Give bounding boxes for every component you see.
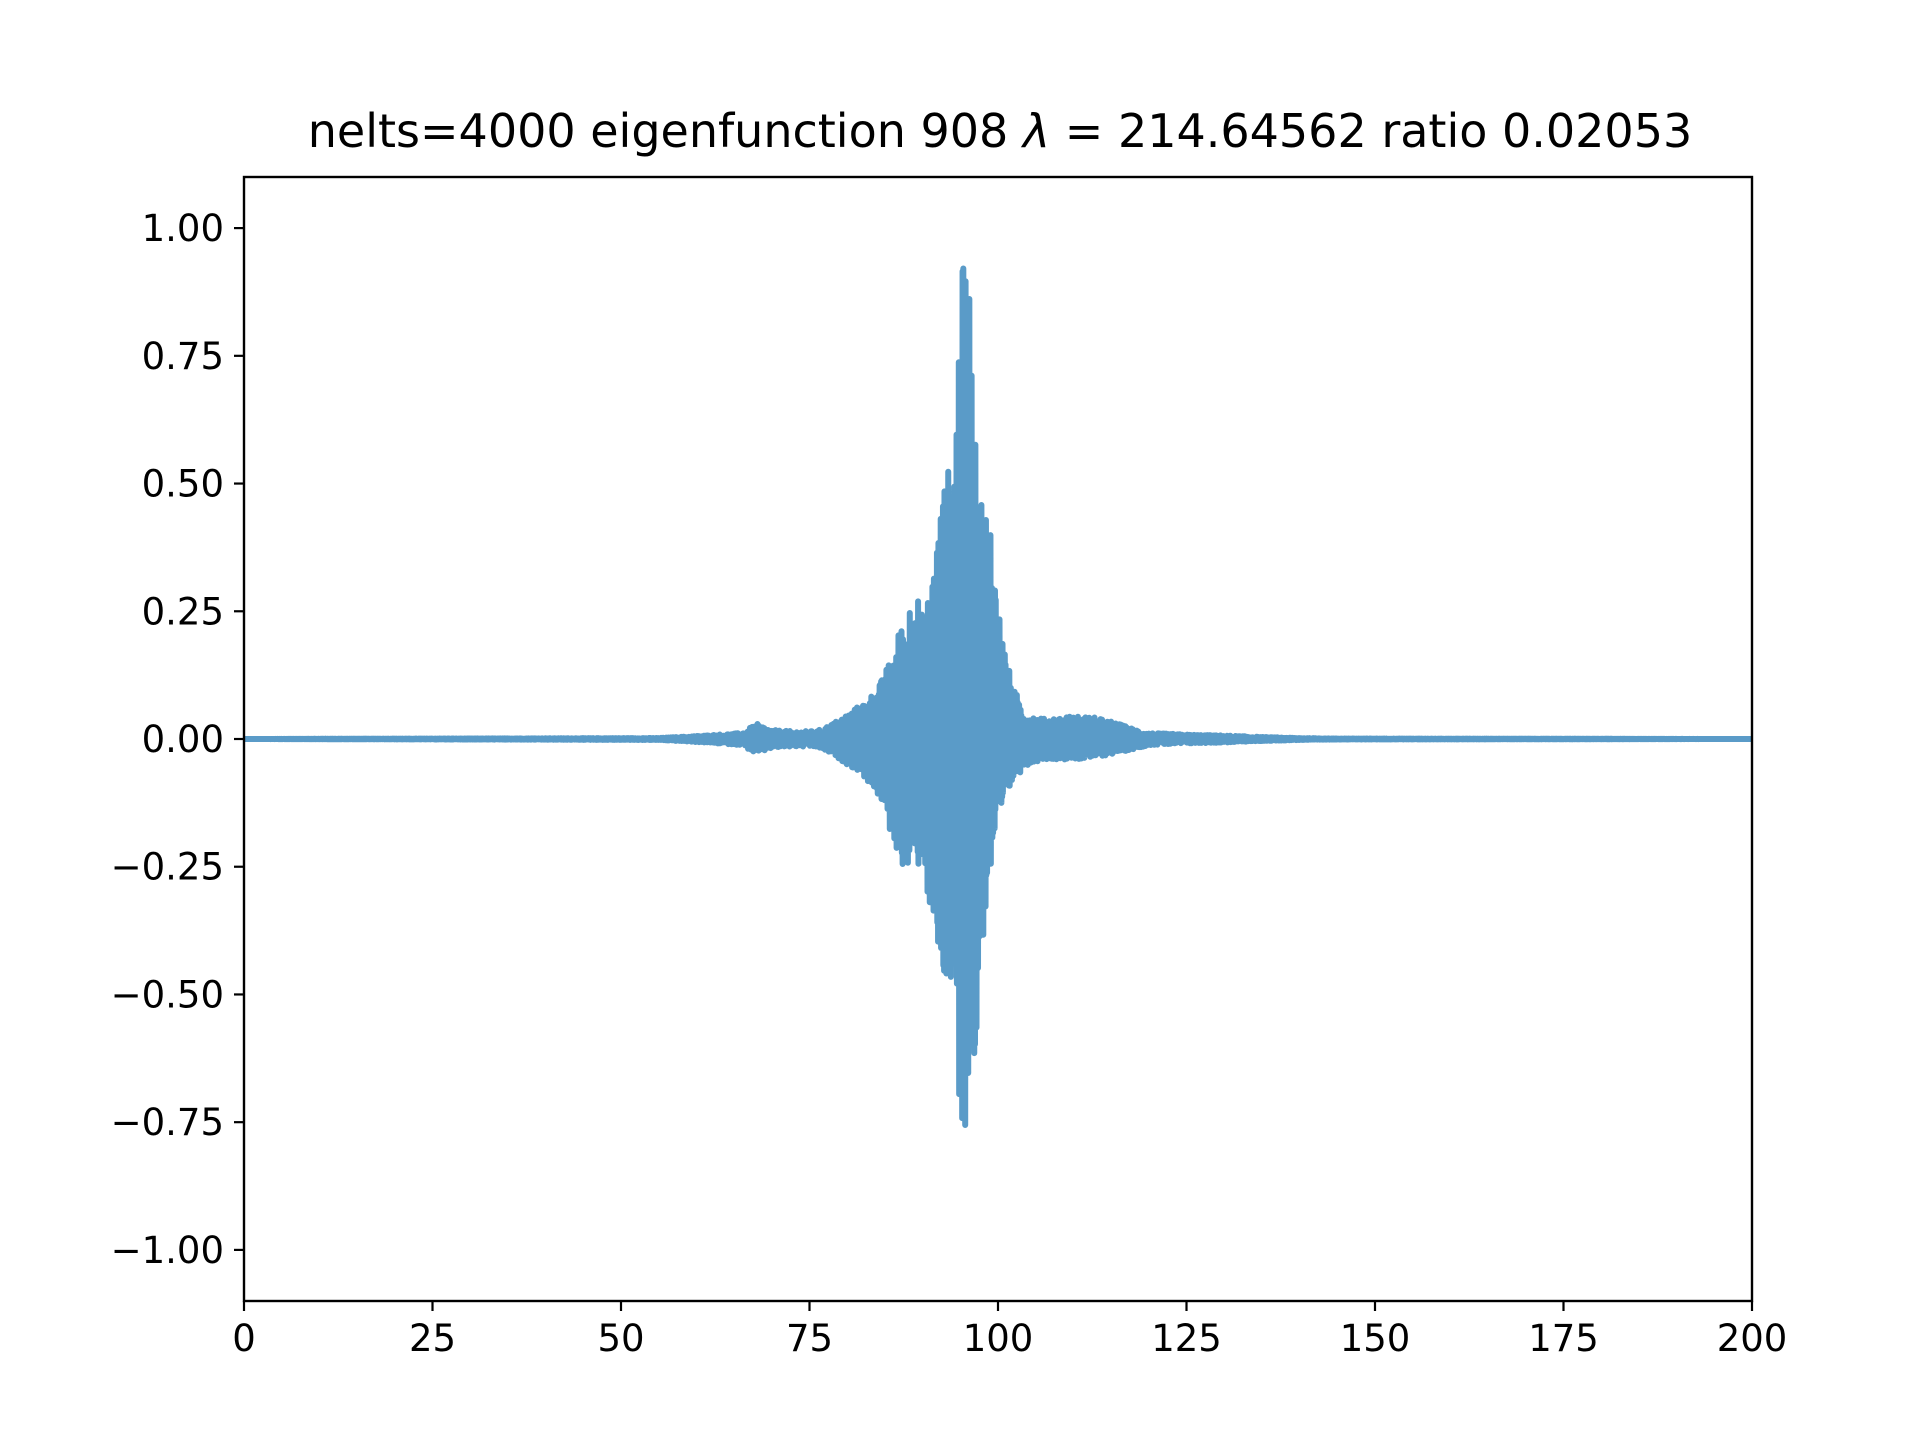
x-tick-label: 175 — [1528, 1317, 1599, 1360]
y-tick-label: 0.75 — [142, 335, 224, 378]
x-tick-label: 0 — [232, 1317, 256, 1360]
x-axis: 0 25 50 75 100 125 150 175 200 — [232, 1301, 1787, 1360]
title-equals: = — [1050, 104, 1118, 158]
x-tick-label: 125 — [1151, 1317, 1222, 1360]
y-tick-label: 0.25 — [142, 590, 224, 633]
y-tick-label: 0.00 — [142, 718, 224, 761]
y-axis: 1.00 0.75 0.50 0.25 0.00 −0.25 −0.50 −0.75 −1.00 — [111, 207, 244, 1272]
title-lambda: λ — [1020, 104, 1050, 158]
y-tick-label: −1.00 — [111, 1229, 224, 1272]
x-tick-label: 25 — [409, 1317, 456, 1360]
y-tick-label: −0.75 — [111, 1101, 224, 1144]
x-tick-label: 200 — [1717, 1317, 1788, 1360]
x-tick-label: 50 — [597, 1317, 644, 1360]
title-prefix: nelts=4000 eigenfunction 908 — [308, 104, 1023, 158]
chart-title: nelts=4000 eigenfunction 908 λ = 214.645… — [308, 104, 1692, 158]
series-layer — [244, 265, 1752, 1128]
y-tick-label: −0.50 — [111, 973, 224, 1016]
x-tick-label: 100 — [963, 1317, 1034, 1360]
y-tick-label: 0.50 — [142, 463, 224, 506]
title-suffix: 214.64562 ratio 0.02053 — [1118, 104, 1692, 158]
x-tick-label: 150 — [1340, 1317, 1411, 1360]
series-line — [244, 265, 1752, 1128]
x-tick-label: 75 — [786, 1317, 833, 1360]
y-tick-label: 1.00 — [142, 207, 224, 250]
y-tick-label: −0.25 — [111, 846, 224, 889]
